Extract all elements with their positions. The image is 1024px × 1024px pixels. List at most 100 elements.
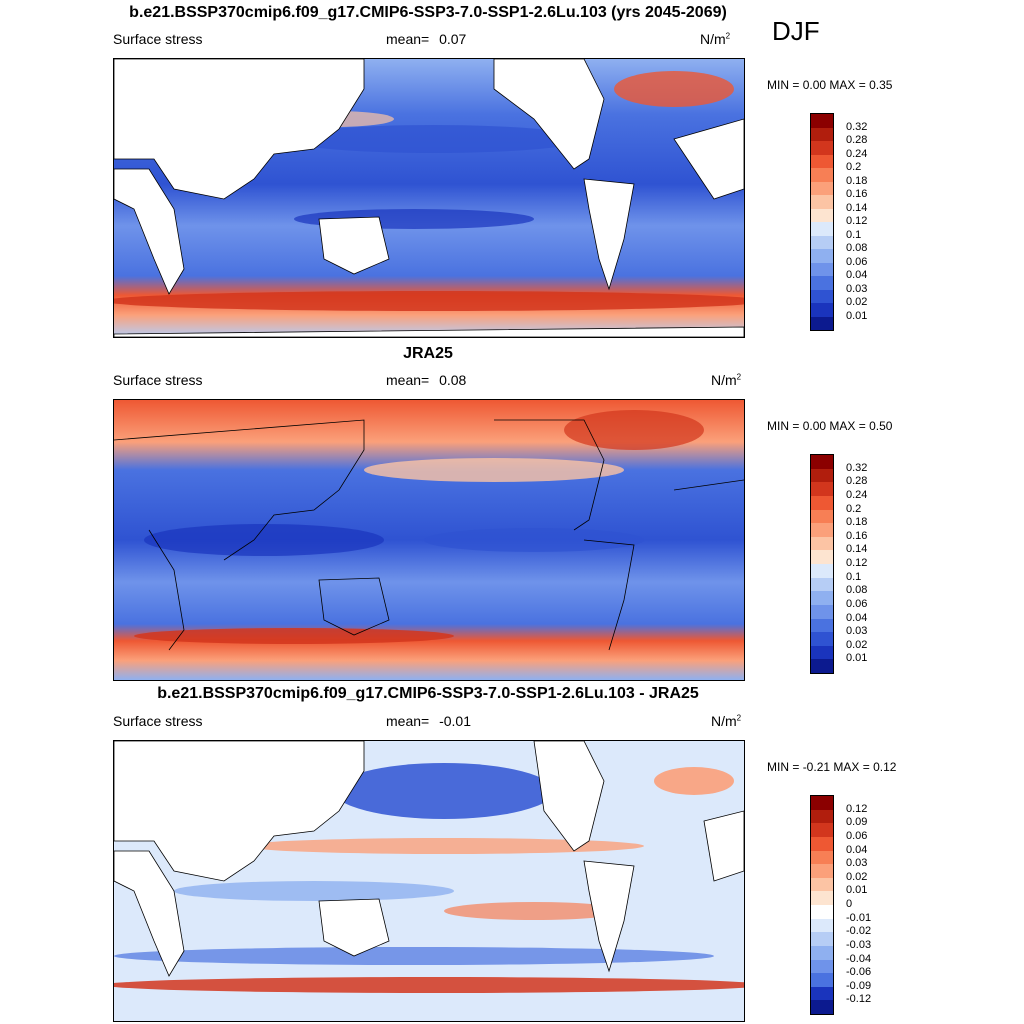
colorbar-segment (811, 864, 833, 878)
colorbar-segment (811, 645, 833, 660)
colorbar-label: 0.16 (846, 188, 868, 200)
panel-1-map-graphic (114, 59, 744, 337)
colorbar-label: 0.06 (846, 597, 868, 610)
colorbar-label: 0.28 (846, 134, 868, 146)
colorbar-segment (811, 945, 833, 960)
colorbar-segment (811, 141, 833, 155)
colorbar-label: -0.04 (846, 952, 872, 965)
panel-2-mean-label: mean= (386, 372, 430, 388)
panel-3-mean: mean= -0.01 (386, 713, 471, 729)
colorbar-label: 0.32 (846, 461, 868, 474)
colorbar-segment (811, 536, 833, 551)
colorbar-label: 0.24 (846, 488, 868, 501)
colorbar-label: 0.04 (846, 611, 868, 624)
colorbar-segment (811, 154, 833, 168)
colorbar-label: 0.12 (846, 557, 868, 569)
colorbar-segment (811, 823, 833, 837)
panel-2-map-graphic (114, 400, 744, 680)
colorbar-segment (811, 1000, 833, 1014)
colorbar-segment (811, 918, 833, 933)
colorbar-label: 0.06 (846, 255, 868, 268)
panel-2-map (113, 399, 745, 681)
colorbar-segment (811, 877, 833, 892)
colorbar-label: 0.01 (846, 884, 868, 897)
panel-3-map (113, 740, 745, 1022)
colorbar-segment (811, 276, 833, 290)
panel-3-minmax: MIN = -0.21 MAX = 0.12 (767, 760, 897, 774)
panel-3-min-value: -0.21 (802, 760, 831, 774)
colorbar-segment (811, 482, 833, 496)
season-label: DJF (772, 16, 820, 46)
colorbar-label: -0.01 (846, 911, 872, 924)
panel-3-units: N/m2 (711, 713, 742, 729)
colorbar-label: 0.2 (846, 161, 862, 173)
panel-1-units: N/m2 (700, 31, 731, 47)
colorbar-label: -0.03 (846, 938, 872, 951)
panel-3-map-graphic (114, 741, 744, 1021)
panel-1-max-value: 0.35 (869, 78, 893, 92)
colorbar-label: 0.24 (846, 147, 868, 160)
colorbar-label: 0.03 (846, 625, 868, 638)
panel-1-minmax: MIN = 0.00 MAX = 0.35 (767, 78, 893, 92)
colorbar-label: 0.14 (846, 543, 868, 556)
colorbar-label: 0.08 (846, 242, 868, 254)
colorbar-label: 0.14 (846, 201, 868, 214)
colorbar-segment (811, 249, 833, 263)
colorbar-segment (811, 168, 833, 182)
colorbar-label: 0.16 (846, 529, 868, 542)
colorbar-segment (811, 235, 833, 249)
colorbar-segment (811, 809, 833, 824)
colorbar-segment (811, 262, 833, 276)
colorbar-segment (811, 523, 833, 537)
panel-2-minmax: MIN = 0.00 MAX = 0.50 (767, 419, 893, 433)
colorbar-label: 0.09 (846, 816, 868, 829)
colorbar-segment (811, 659, 833, 673)
colorbar-segment (811, 289, 833, 303)
colorbar-label: 0.12 (846, 215, 868, 227)
colorbar-label: 0.04 (846, 269, 868, 281)
colorbar-label: -0.06 (846, 966, 872, 979)
panel-3-mean-label: mean= (386, 713, 430, 729)
colorbar-label: 0.18 (846, 516, 868, 529)
colorbar-label: -0.02 (846, 925, 872, 938)
colorbar-segment (811, 836, 833, 851)
colorbar-segment (811, 632, 833, 646)
panel-1-variable-label: Surface stress (113, 31, 203, 47)
colorbar-segment (811, 114, 833, 128)
panel-2-colorbar (810, 454, 834, 674)
panel-2-units: N/m2 (711, 372, 742, 388)
colorbar-label: 0.01 (846, 652, 868, 665)
colorbar-segment (811, 316, 833, 330)
colorbar-segment (811, 455, 833, 469)
panel-3-variable-label: Surface stress (113, 713, 203, 729)
colorbar-segment (811, 495, 833, 510)
colorbar-segment (811, 591, 833, 605)
colorbar-segment (811, 932, 833, 946)
colorbar-label: 0.03 (846, 857, 868, 870)
colorbar-label: 0.1 (846, 228, 862, 241)
panel-3-max-value: 0.12 (873, 760, 897, 774)
colorbar-segment (811, 181, 833, 195)
colorbar-segment (811, 509, 833, 524)
colorbar-segment (811, 195, 833, 209)
panel-2-max-value: 0.50 (869, 419, 893, 433)
panel-2-mean-value: 0.08 (439, 372, 467, 388)
panel-2-min-value: 0.00 (802, 419, 827, 433)
colorbar-label: 0.02 (846, 296, 868, 308)
colorbar-label: 0.18 (846, 174, 868, 187)
panel-1-mean-value: 0.07 (439, 31, 467, 47)
colorbar-segment (811, 468, 833, 483)
colorbar-label: 0.03 (846, 282, 868, 295)
colorbar-segment (811, 222, 833, 236)
colorbar-label: 0.08 (846, 584, 868, 597)
panel-1-min-value: 0.00 (802, 78, 827, 92)
colorbar-label: 0.01 (846, 309, 868, 322)
colorbar-label: 0.06 (846, 829, 868, 842)
panel-2-mean: mean= 0.08 (386, 372, 466, 388)
panel-1-title: b.e21.BSSP370cmip6.f09_g17.CMIP6-SSP3-7.… (129, 4, 727, 21)
colorbar-label: -0.09 (846, 979, 872, 992)
colorbar-label: 0.1 (846, 570, 862, 583)
panel-1-mean: mean= 0.07 (386, 31, 466, 47)
colorbar-label: -0.12 (846, 993, 872, 1006)
panel-3-colorbar (810, 795, 834, 1015)
